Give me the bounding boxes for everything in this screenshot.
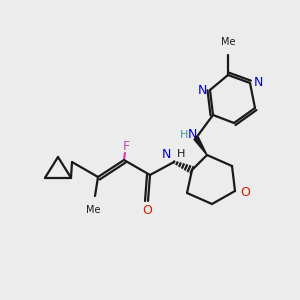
Text: H: H xyxy=(180,130,188,140)
Text: N: N xyxy=(162,148,171,160)
Text: N: N xyxy=(197,83,207,97)
Text: N: N xyxy=(253,76,263,89)
Text: N: N xyxy=(187,128,197,142)
Text: Me: Me xyxy=(86,205,100,215)
Text: O: O xyxy=(142,205,152,218)
Polygon shape xyxy=(194,136,207,155)
Text: H: H xyxy=(177,149,185,159)
Text: F: F xyxy=(122,140,130,154)
Text: O: O xyxy=(240,187,250,200)
Text: Me: Me xyxy=(221,37,235,47)
